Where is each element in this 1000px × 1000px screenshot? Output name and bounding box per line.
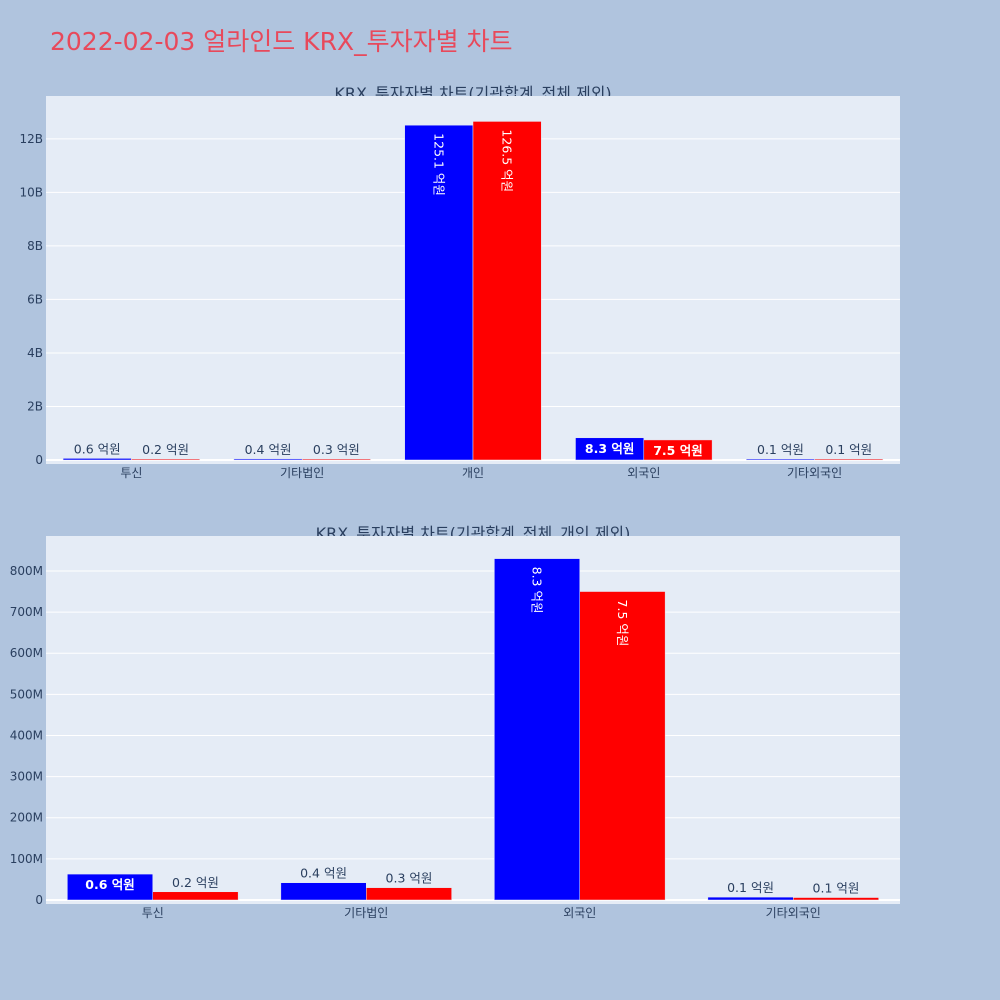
chart-2-data-label: 7.5 억원 bbox=[615, 600, 630, 647]
chart-2-y-tick-label: 300M bbox=[10, 770, 43, 784]
chart-1-y-tick-label: 2B bbox=[27, 399, 43, 413]
chart-1-bar bbox=[643, 439, 713, 461]
chart-1-bar bbox=[404, 124, 474, 461]
page-title: 2022-02-03 얼라인드 KRX_투자자별 차트 bbox=[50, 27, 513, 56]
chart-2-y-tick-label: 200M bbox=[10, 811, 43, 825]
chart-2-y-tick-label: 700M bbox=[10, 605, 43, 619]
chart-1-y-tick-label: 0 bbox=[35, 453, 43, 467]
chart-1-bar bbox=[746, 458, 815, 461]
chart-2-data-label: 0.3 억원 bbox=[386, 871, 433, 886]
chart-2-y-tick-label: 400M bbox=[10, 728, 43, 742]
chart-2-bar bbox=[152, 891, 239, 901]
chart-1-data-label: 0.6 억원 bbox=[74, 441, 121, 456]
chart-1-x-tick-label: 기타외국인 bbox=[787, 466, 842, 480]
chart-1-data-label: 0.3 억원 bbox=[313, 442, 360, 457]
chart-1-data-label: 7.5 억원 bbox=[653, 443, 703, 458]
chart-1-y-tick-label: 12B bbox=[19, 132, 43, 146]
chart-2-data-label: 8.3 억원 bbox=[530, 567, 545, 614]
chart-1-y-tick-label: 10B bbox=[19, 185, 43, 199]
chart-1-x-tick-label: 외국인 bbox=[627, 466, 660, 480]
chart-2-x-tick-label: 기타외국인 bbox=[766, 906, 821, 920]
chart-2-data-label: 0.6 억원 bbox=[85, 877, 135, 892]
chart-1-data-label: 8.3 억원 bbox=[585, 441, 635, 456]
chart-2-bar bbox=[67, 873, 153, 901]
chart-1-bar bbox=[233, 458, 303, 461]
chart-1-bar bbox=[131, 458, 200, 461]
chart-1-y-tick-label: 8B bbox=[27, 239, 43, 253]
chart-2-bar bbox=[793, 897, 879, 901]
chart-2-data-label: 0.4 억원 bbox=[300, 866, 347, 881]
chart-2-data-label: 0.1 억원 bbox=[727, 880, 774, 895]
chart-2-bar bbox=[579, 591, 666, 901]
chart-1-data-label: 125.1 억원 bbox=[431, 133, 446, 196]
chart-1-x-tick-label: 개인 bbox=[462, 466, 484, 480]
chart-2-bar bbox=[366, 887, 452, 901]
chart-1-x-tick-label: 기타법인 bbox=[280, 466, 324, 480]
chart-2-y-tick-label: 500M bbox=[10, 687, 43, 701]
chart-2-y-tick-label: 800M bbox=[10, 564, 43, 578]
chart-2-data-label: 0.2 억원 bbox=[172, 875, 219, 890]
chart-1-data-label: 0.2 억원 bbox=[142, 442, 189, 457]
chart-1-bar bbox=[814, 458, 884, 461]
chart-1-x-tick-label: 투신 bbox=[120, 466, 142, 480]
chart-1-bar bbox=[472, 121, 542, 461]
chart-2-bar bbox=[280, 882, 367, 901]
chart-2-y-tick-label: 600M bbox=[10, 646, 43, 660]
chart-2-plot-area bbox=[46, 536, 900, 904]
chart-1-data-label: 0.1 억원 bbox=[757, 442, 804, 457]
chart-1-data-label: 0.1 억원 bbox=[825, 442, 872, 457]
chart-2-x-tick-label: 외국인 bbox=[563, 906, 596, 920]
chart-2-data-label: 0.1 억원 bbox=[813, 881, 860, 896]
chart-1-data-label: 126.5 억원 bbox=[500, 129, 515, 192]
chart-1-data-label: 0.4 억원 bbox=[245, 442, 292, 457]
chart-1-y-tick-label: 6B bbox=[27, 292, 43, 306]
chart-2-x-tick-label: 투신 bbox=[142, 906, 164, 920]
chart-2-bar bbox=[707, 896, 794, 901]
chart-1-y-tick-label: 4B bbox=[27, 346, 43, 360]
chart-1-bar bbox=[301, 458, 371, 461]
chart-1-bar bbox=[62, 458, 132, 461]
chart-2-y-tick-label: 100M bbox=[10, 852, 43, 866]
chart-2-x-tick-label: 기타법인 bbox=[344, 906, 388, 920]
chart-2-bar bbox=[494, 558, 581, 901]
chart-2-y-tick-label: 0 bbox=[35, 893, 43, 907]
